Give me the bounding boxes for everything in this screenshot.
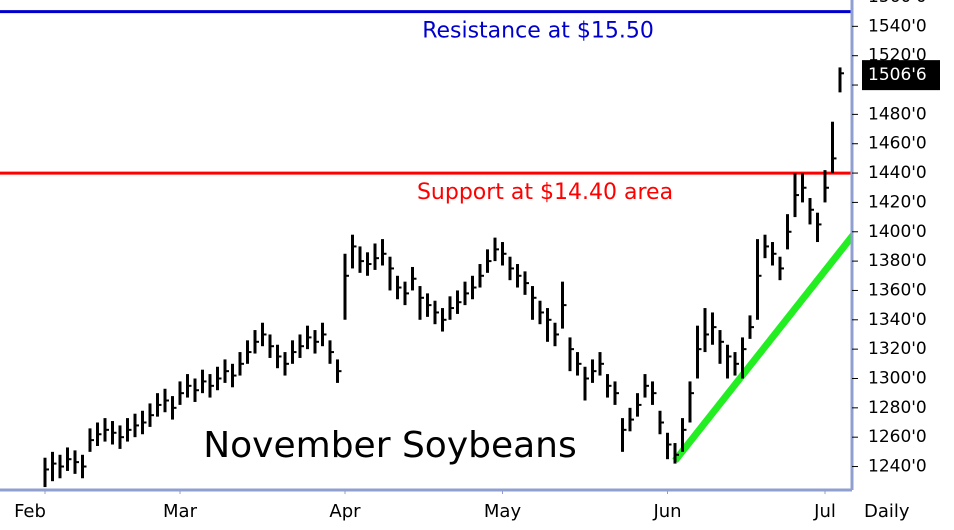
level-label: Resistance at $15.50 xyxy=(422,19,654,44)
y-tick-label: 1440'0 xyxy=(868,163,927,183)
plot xyxy=(0,10,852,488)
x-tick-label: Feb xyxy=(14,501,46,522)
y-tick-label: 1400'0 xyxy=(868,222,927,242)
x-tick-label: Jul xyxy=(813,501,836,522)
x-tick-label: Jun xyxy=(652,501,681,522)
x-tick-label: Mar xyxy=(163,501,198,522)
last-price-label: 1506'6 xyxy=(868,65,927,85)
y-tick-label: 1420'0 xyxy=(868,192,927,212)
y-tick-label: 1540'0 xyxy=(868,16,927,36)
y-tick-label: 1480'0 xyxy=(868,104,927,124)
y-tick-label: 1280'0 xyxy=(868,398,927,418)
y-tick-label: 1300'0 xyxy=(868,368,927,388)
y-tick-label: 1340'0 xyxy=(868,310,927,330)
period-label: Daily xyxy=(864,501,910,522)
x-tick-label: May xyxy=(484,501,522,522)
y-tick-label: 1380'0 xyxy=(868,251,927,271)
y-tick-label: 1460'0 xyxy=(868,134,927,154)
y-tick-label: 1240'0 xyxy=(868,457,927,477)
x-tick-label: Apr xyxy=(329,501,361,522)
y-tick-label: 1260'0 xyxy=(868,427,927,447)
y-tick-label: 1360'0 xyxy=(868,280,927,300)
y-tick-label: 1320'0 xyxy=(868,339,927,359)
chart-title: November Soybeans xyxy=(203,425,577,466)
y-tick-label: 1560'0 xyxy=(868,0,927,7)
level-label: Support at $14.40 area xyxy=(417,180,673,205)
last-price-box xyxy=(862,60,940,91)
trendline xyxy=(672,230,852,463)
